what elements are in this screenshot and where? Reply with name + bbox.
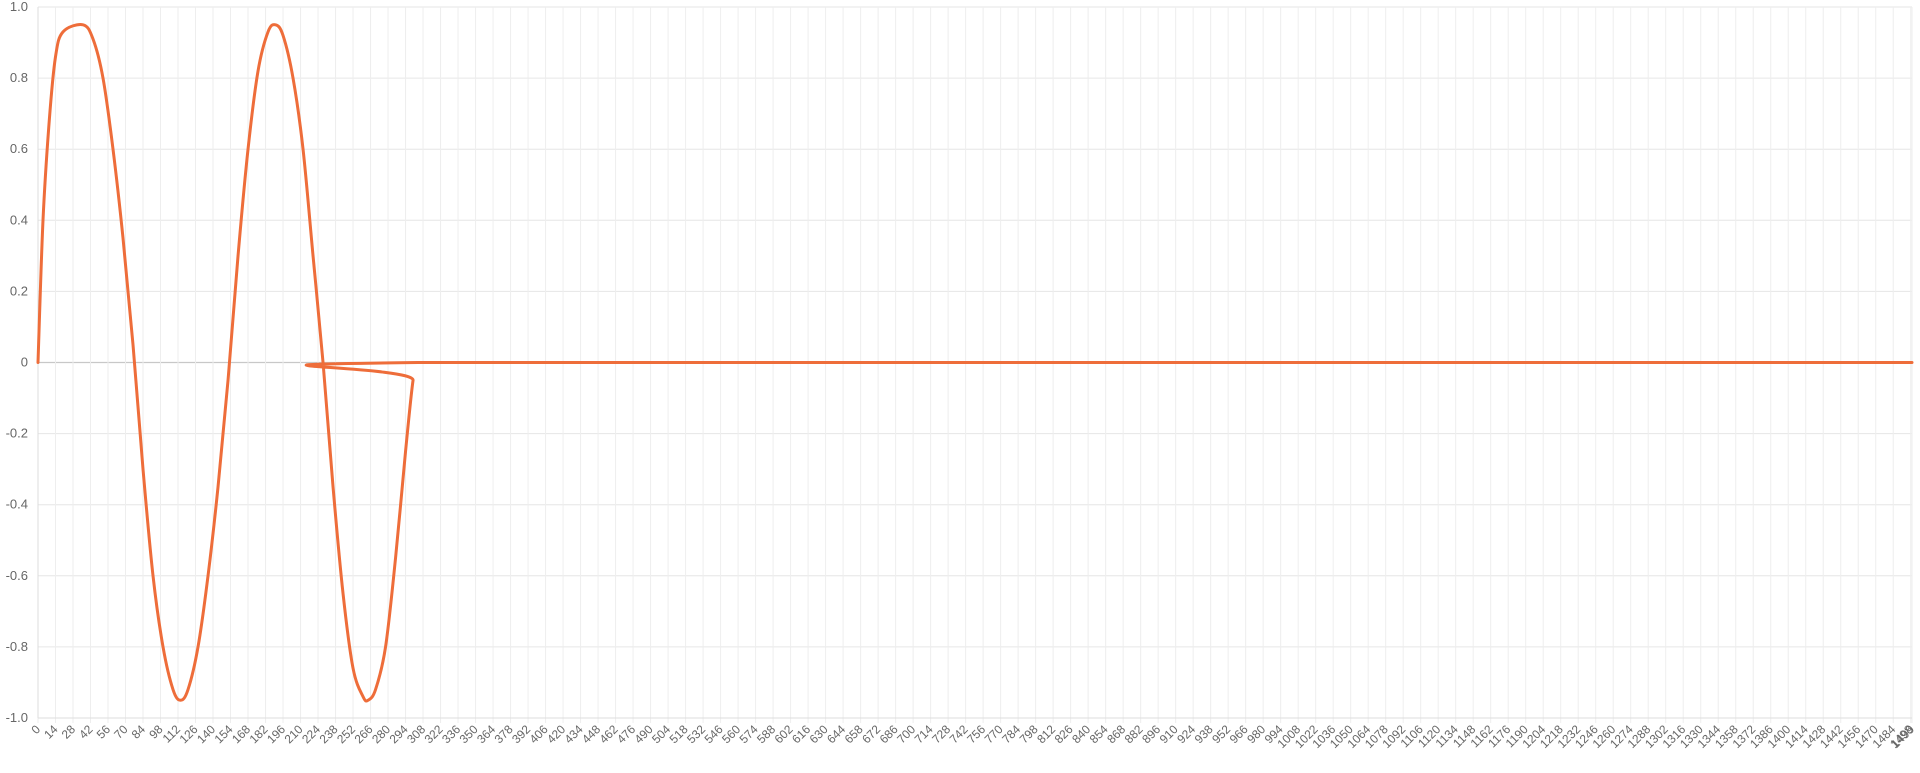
y-axis-ticks: 1.0 0.8 0.6 0.4 0.2 0 -0.2 -0.4 -0.6 -0.8 -1.0 <box>6 0 28 725</box>
y-tick-label: 0.2 <box>10 283 28 298</box>
series-line <box>36 23 1914 703</box>
y-tick-label: 0.4 <box>10 212 28 227</box>
x-tick-label: 0 <box>28 722 43 737</box>
y-tick-label: -0.2 <box>6 426 28 441</box>
x-tick-label: 1499 <box>1888 722 1917 751</box>
y-tick-label: 0 <box>21 355 28 370</box>
y-tick-label: -1.0 <box>6 710 28 725</box>
y-tick-label: -0.4 <box>6 497 28 512</box>
y-tick-label: 0.8 <box>10 70 28 85</box>
y-tick-label: 0.6 <box>10 141 28 156</box>
y-tick-label: 1.0 <box>10 0 28 14</box>
y-tick-label: -0.6 <box>6 568 28 583</box>
y-tick-label: -0.8 <box>6 639 28 654</box>
x-axis-ticks: 0142842567084981121261401541681821962102… <box>28 722 1917 751</box>
series <box>36 23 1914 703</box>
